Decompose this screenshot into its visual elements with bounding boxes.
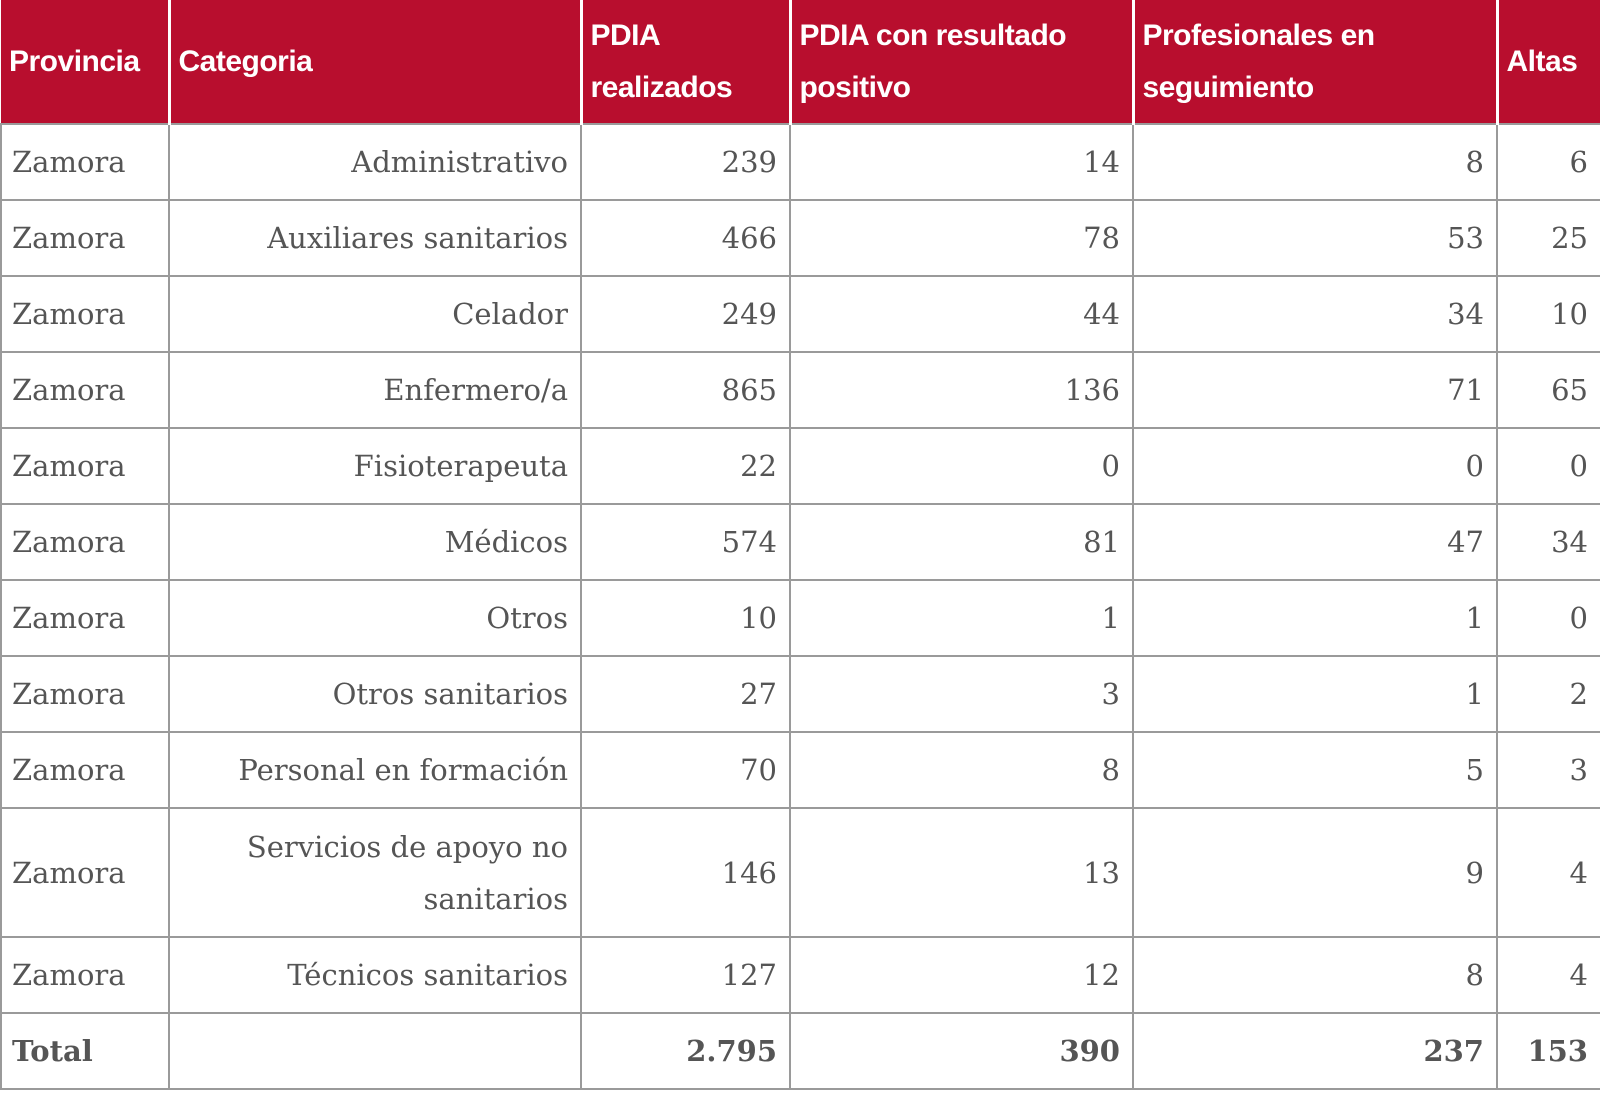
cell-pdia-realizados: 146 <box>580 807 791 938</box>
cell-provincia: Zamora <box>0 123 170 201</box>
table-row: Zamora Celador 249 44 34 10 <box>0 275 1600 353</box>
cell-pdia-positivo: 0 <box>789 427 1134 505</box>
table-row: Zamora Auxiliares sanitarios 466 78 53 25 <box>0 199 1600 277</box>
cell-seguimiento: 34 <box>1132 275 1498 353</box>
table-row: Zamora Otros sanitarios 27 3 1 2 <box>0 655 1600 733</box>
cell-altas: 65 <box>1496 351 1600 429</box>
cell-pdia-realizados: 239 <box>580 123 791 201</box>
table-row: Zamora Personal en formación 70 8 5 3 <box>0 731 1600 809</box>
cell-pdia-positivo: 136 <box>789 351 1134 429</box>
cell-pdia-positivo: 78 <box>789 199 1134 277</box>
header-provincia: Provincia <box>1 0 171 124</box>
cell-categoria: Personal en formación <box>168 731 582 809</box>
cell-pdia-positivo: 44 <box>789 275 1134 353</box>
table-row: Zamora Servicios de apoyo no sanitarios 14… <box>0 807 1600 938</box>
cell-seguimiento: 47 <box>1132 503 1498 581</box>
cell-categoria: Enfermero/a <box>168 351 582 429</box>
cell-pdia-realizados: 865 <box>580 351 791 429</box>
cell-pdia-positivo: 81 <box>789 503 1134 581</box>
cell-altas: 6 <box>1496 123 1600 201</box>
cell-altas: 3 <box>1496 731 1600 809</box>
total-seguimiento: 237 <box>1132 1012 1498 1090</box>
cell-pdia-realizados: 466 <box>580 199 791 277</box>
pdia-table: Provincia Categoria PDIA realizados PDIA… <box>0 0 1600 1090</box>
cell-pdia-positivo: 1 <box>789 579 1134 657</box>
cell-seguimiento: 1 <box>1132 655 1498 733</box>
cell-categoria: Otros <box>168 579 582 657</box>
cell-pdia-positivo: 8 <box>789 731 1134 809</box>
cell-altas: 4 <box>1496 807 1600 938</box>
cell-altas: 34 <box>1496 503 1600 581</box>
cell-pdia-realizados: 10 <box>580 579 791 657</box>
header-pdia-realizados: PDIA realizados <box>581 0 792 124</box>
table-row: Zamora Técnicos sanitarios 127 12 8 4 <box>0 936 1600 1014</box>
cell-provincia: Zamora <box>0 503 170 581</box>
cell-altas: 2 <box>1496 655 1600 733</box>
cell-provincia: Zamora <box>0 731 170 809</box>
total-pdia: 2.795 <box>580 1012 791 1090</box>
cell-pdia-realizados: 27 <box>580 655 791 733</box>
cell-pdia-positivo: 3 <box>789 655 1134 733</box>
cell-pdia-realizados: 574 <box>580 503 791 581</box>
cell-pdia-positivo: 13 <box>789 807 1134 938</box>
table-row: Zamora Administrativo 239 14 8 6 <box>0 123 1600 201</box>
total-row: Total 2.795 390 237 153 <box>0 1012 1600 1090</box>
cell-seguimiento: 9 <box>1132 807 1498 938</box>
cell-provincia: Zamora <box>0 655 170 733</box>
cell-provincia: Zamora <box>0 807 170 938</box>
total-label: Total <box>0 1012 170 1090</box>
cell-altas: 25 <box>1496 199 1600 277</box>
cell-pdia-positivo: 12 <box>789 936 1134 1014</box>
cell-categoria: Servicios de apoyo no sanitarios <box>168 807 582 938</box>
total-positivo: 390 <box>789 1012 1134 1090</box>
cell-categoria: Administrativo <box>168 123 582 201</box>
cell-altas: 0 <box>1496 579 1600 657</box>
header-profesionales-seguimiento: Profesionales en seguimiento <box>1133 0 1499 124</box>
cell-provincia: Zamora <box>0 579 170 657</box>
cell-provincia: Zamora <box>0 199 170 277</box>
cell-pdia-positivo: 14 <box>789 123 1134 201</box>
total-categoria <box>168 1012 582 1090</box>
cell-pdia-realizados: 127 <box>580 936 791 1014</box>
header-altas: Altas <box>1497 0 1600 124</box>
cell-provincia: Zamora <box>0 936 170 1014</box>
cell-categoria: Fisioterapeuta <box>168 427 582 505</box>
cell-seguimiento: 71 <box>1132 351 1498 429</box>
cell-provincia: Zamora <box>0 351 170 429</box>
table-row: Zamora Médicos 574 81 47 34 <box>0 503 1600 581</box>
cell-categoria: Otros sanitarios <box>168 655 582 733</box>
cell-categoria: Técnicos sanitarios <box>168 936 582 1014</box>
cell-pdia-realizados: 70 <box>580 731 791 809</box>
cell-provincia: Zamora <box>0 275 170 353</box>
cell-altas: 0 <box>1496 427 1600 505</box>
table-row: Zamora Enfermero/a 865 136 71 65 <box>0 351 1600 429</box>
header-categoria: Categoria <box>169 0 583 124</box>
cell-categoria: Auxiliares sanitarios <box>168 199 582 277</box>
cell-pdia-realizados: 249 <box>580 275 791 353</box>
table-row: Zamora Otros 10 1 1 0 <box>0 579 1600 657</box>
table-row: Zamora Fisioterapeuta 22 0 0 0 <box>0 427 1600 505</box>
total-altas: 153 <box>1496 1012 1600 1090</box>
cell-seguimiento: 8 <box>1132 936 1498 1014</box>
cell-provincia: Zamora <box>0 427 170 505</box>
cell-seguimiento: 8 <box>1132 123 1498 201</box>
cell-categoria: Celador <box>168 275 582 353</box>
cell-categoria: Médicos <box>168 503 582 581</box>
cell-seguimiento: 1 <box>1132 579 1498 657</box>
cell-seguimiento: 5 <box>1132 731 1498 809</box>
cell-seguimiento: 53 <box>1132 199 1498 277</box>
cell-altas: 10 <box>1496 275 1600 353</box>
cell-pdia-realizados: 22 <box>580 427 791 505</box>
cell-seguimiento: 0 <box>1132 427 1498 505</box>
cell-altas: 4 <box>1496 936 1600 1014</box>
header-pdia-positivo: PDIA con resultado positivo <box>790 0 1135 124</box>
header-row: Provincia Categoria PDIA realizados PDIA… <box>1 0 1600 124</box>
